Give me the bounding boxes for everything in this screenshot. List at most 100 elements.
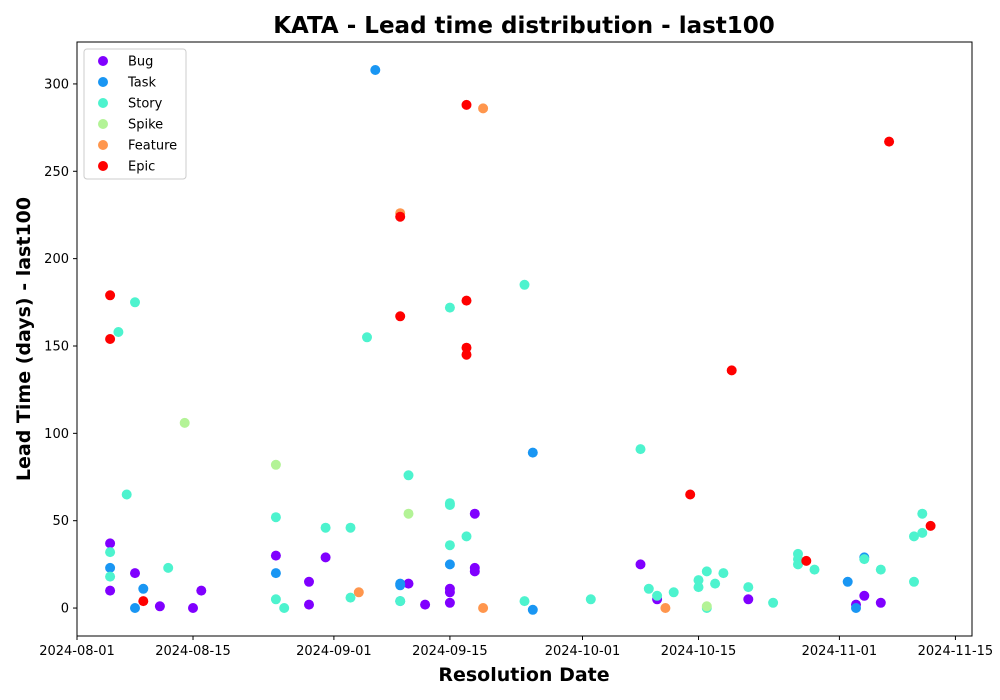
- data-point-epic: [685, 489, 696, 500]
- data-point-epic: [884, 136, 895, 147]
- data-point-spike: [179, 417, 190, 428]
- x-tick-label: 2024-11-15: [918, 644, 994, 659]
- series-story: [105, 279, 928, 613]
- data-point-bug: [105, 538, 116, 549]
- data-point-bug: [469, 508, 480, 519]
- data-point-story: [395, 596, 406, 607]
- data-point-bug: [743, 594, 754, 605]
- data-point-epic: [105, 334, 116, 344]
- data-point-feature: [478, 603, 489, 613]
- data-point-story: [362, 332, 372, 343]
- data-point-story: [809, 564, 820, 575]
- data-point-bug: [270, 550, 281, 561]
- data-point-story: [113, 327, 124, 337]
- data-point-task: [842, 576, 853, 587]
- data-point-story: [585, 594, 596, 605]
- y-tick-label: 250: [44, 165, 69, 180]
- x-tick-label: 2024-11-01: [802, 644, 878, 659]
- y-tick-label: 200: [44, 252, 69, 267]
- data-point-epic: [925, 520, 936, 531]
- data-point-story: [875, 564, 886, 575]
- data-point-story: [444, 540, 455, 551]
- data-point-bug: [105, 585, 116, 596]
- data-point-story: [718, 568, 729, 579]
- data-point-feature: [660, 603, 671, 613]
- legend-label: Task: [127, 76, 157, 91]
- data-point-bug: [154, 601, 165, 612]
- data-point-task: [138, 583, 149, 594]
- data-point-story: [668, 587, 679, 598]
- data-point-task: [270, 568, 281, 579]
- data-point-story: [105, 547, 116, 558]
- legend-label: Bug: [128, 55, 153, 70]
- legend-marker: [98, 77, 108, 87]
- data-point-spike: [403, 508, 414, 519]
- legend: Bug Task Story Spike Feature Epic: [83, 48, 187, 180]
- legend-marker: [98, 140, 108, 150]
- legend-marker: [98, 98, 108, 108]
- data-point-story: [917, 508, 928, 519]
- data-point-epic: [461, 349, 472, 360]
- series-spike: [179, 417, 712, 612]
- data-point-epic: [395, 211, 406, 222]
- series-feature: [353, 103, 671, 613]
- data-point-story: [519, 279, 530, 290]
- data-point-story: [279, 603, 290, 613]
- data-point-story: [519, 596, 530, 607]
- data-point-spike: [270, 459, 281, 470]
- x-tick-label: 2024-09-01: [296, 644, 372, 659]
- data-point-story: [710, 578, 721, 589]
- data-point-task: [527, 604, 538, 615]
- x-tick-label: 2024-08-15: [155, 644, 231, 659]
- data-point-story: [270, 594, 281, 605]
- y-tick-label: 50: [52, 514, 69, 529]
- y-tick-label: 150: [44, 339, 69, 354]
- data-point-epic: [726, 365, 737, 376]
- legend-marker: [98, 161, 108, 171]
- data-point-epic: [461, 99, 472, 110]
- data-point-story: [270, 512, 281, 523]
- data-point-story: [909, 531, 919, 542]
- y-axis-label: Lead Time (days) - last100: [13, 197, 35, 481]
- series-bug: [105, 508, 886, 613]
- data-point-spike: [701, 601, 712, 612]
- series-epic: [105, 99, 936, 607]
- data-point-bug: [320, 552, 331, 563]
- data-point-story: [345, 522, 356, 533]
- data-point-bug: [188, 603, 198, 613]
- data-point-task: [444, 559, 455, 570]
- x-tick-label: 2024-08-01: [39, 644, 115, 659]
- x-axis-ticks: 2024-08-01 2024-08-15 2024-09-01 2024-09-15…: [39, 636, 993, 659]
- y-tick-label: 0: [61, 602, 69, 617]
- data-point-story: [652, 590, 663, 601]
- data-point-task: [851, 603, 861, 613]
- data-point-story: [693, 582, 704, 593]
- x-axis-label: Resolution Date: [438, 664, 609, 686]
- data-point-story: [105, 571, 116, 582]
- x-tick-label: 2024-09-15: [412, 644, 488, 659]
- data-point-bug: [420, 599, 431, 610]
- data-point-epic: [138, 596, 149, 607]
- data-point-story: [701, 566, 712, 577]
- legend-label: Story: [128, 97, 163, 112]
- series-task: [105, 65, 870, 615]
- legend-label: Epic: [128, 160, 155, 175]
- data-point-feature: [353, 587, 364, 598]
- data-point-bug: [444, 597, 455, 608]
- data-point-story: [793, 559, 803, 570]
- y-axis-ticks: 0 50 100 150 200 250 300: [44, 77, 77, 617]
- data-point-task: [370, 65, 381, 75]
- data-point-epic: [801, 555, 812, 566]
- data-point-bug: [304, 576, 314, 587]
- data-point-story: [130, 297, 140, 308]
- legend-box: [83, 48, 187, 180]
- data-point-story: [768, 597, 779, 608]
- data-point-story: [320, 522, 331, 533]
- data-point-task: [130, 603, 140, 613]
- data-point-story: [909, 576, 919, 587]
- data-point-task: [105, 562, 116, 573]
- data-point-story: [444, 500, 455, 510]
- data-point-story: [461, 531, 472, 542]
- legend-marker: [98, 56, 108, 66]
